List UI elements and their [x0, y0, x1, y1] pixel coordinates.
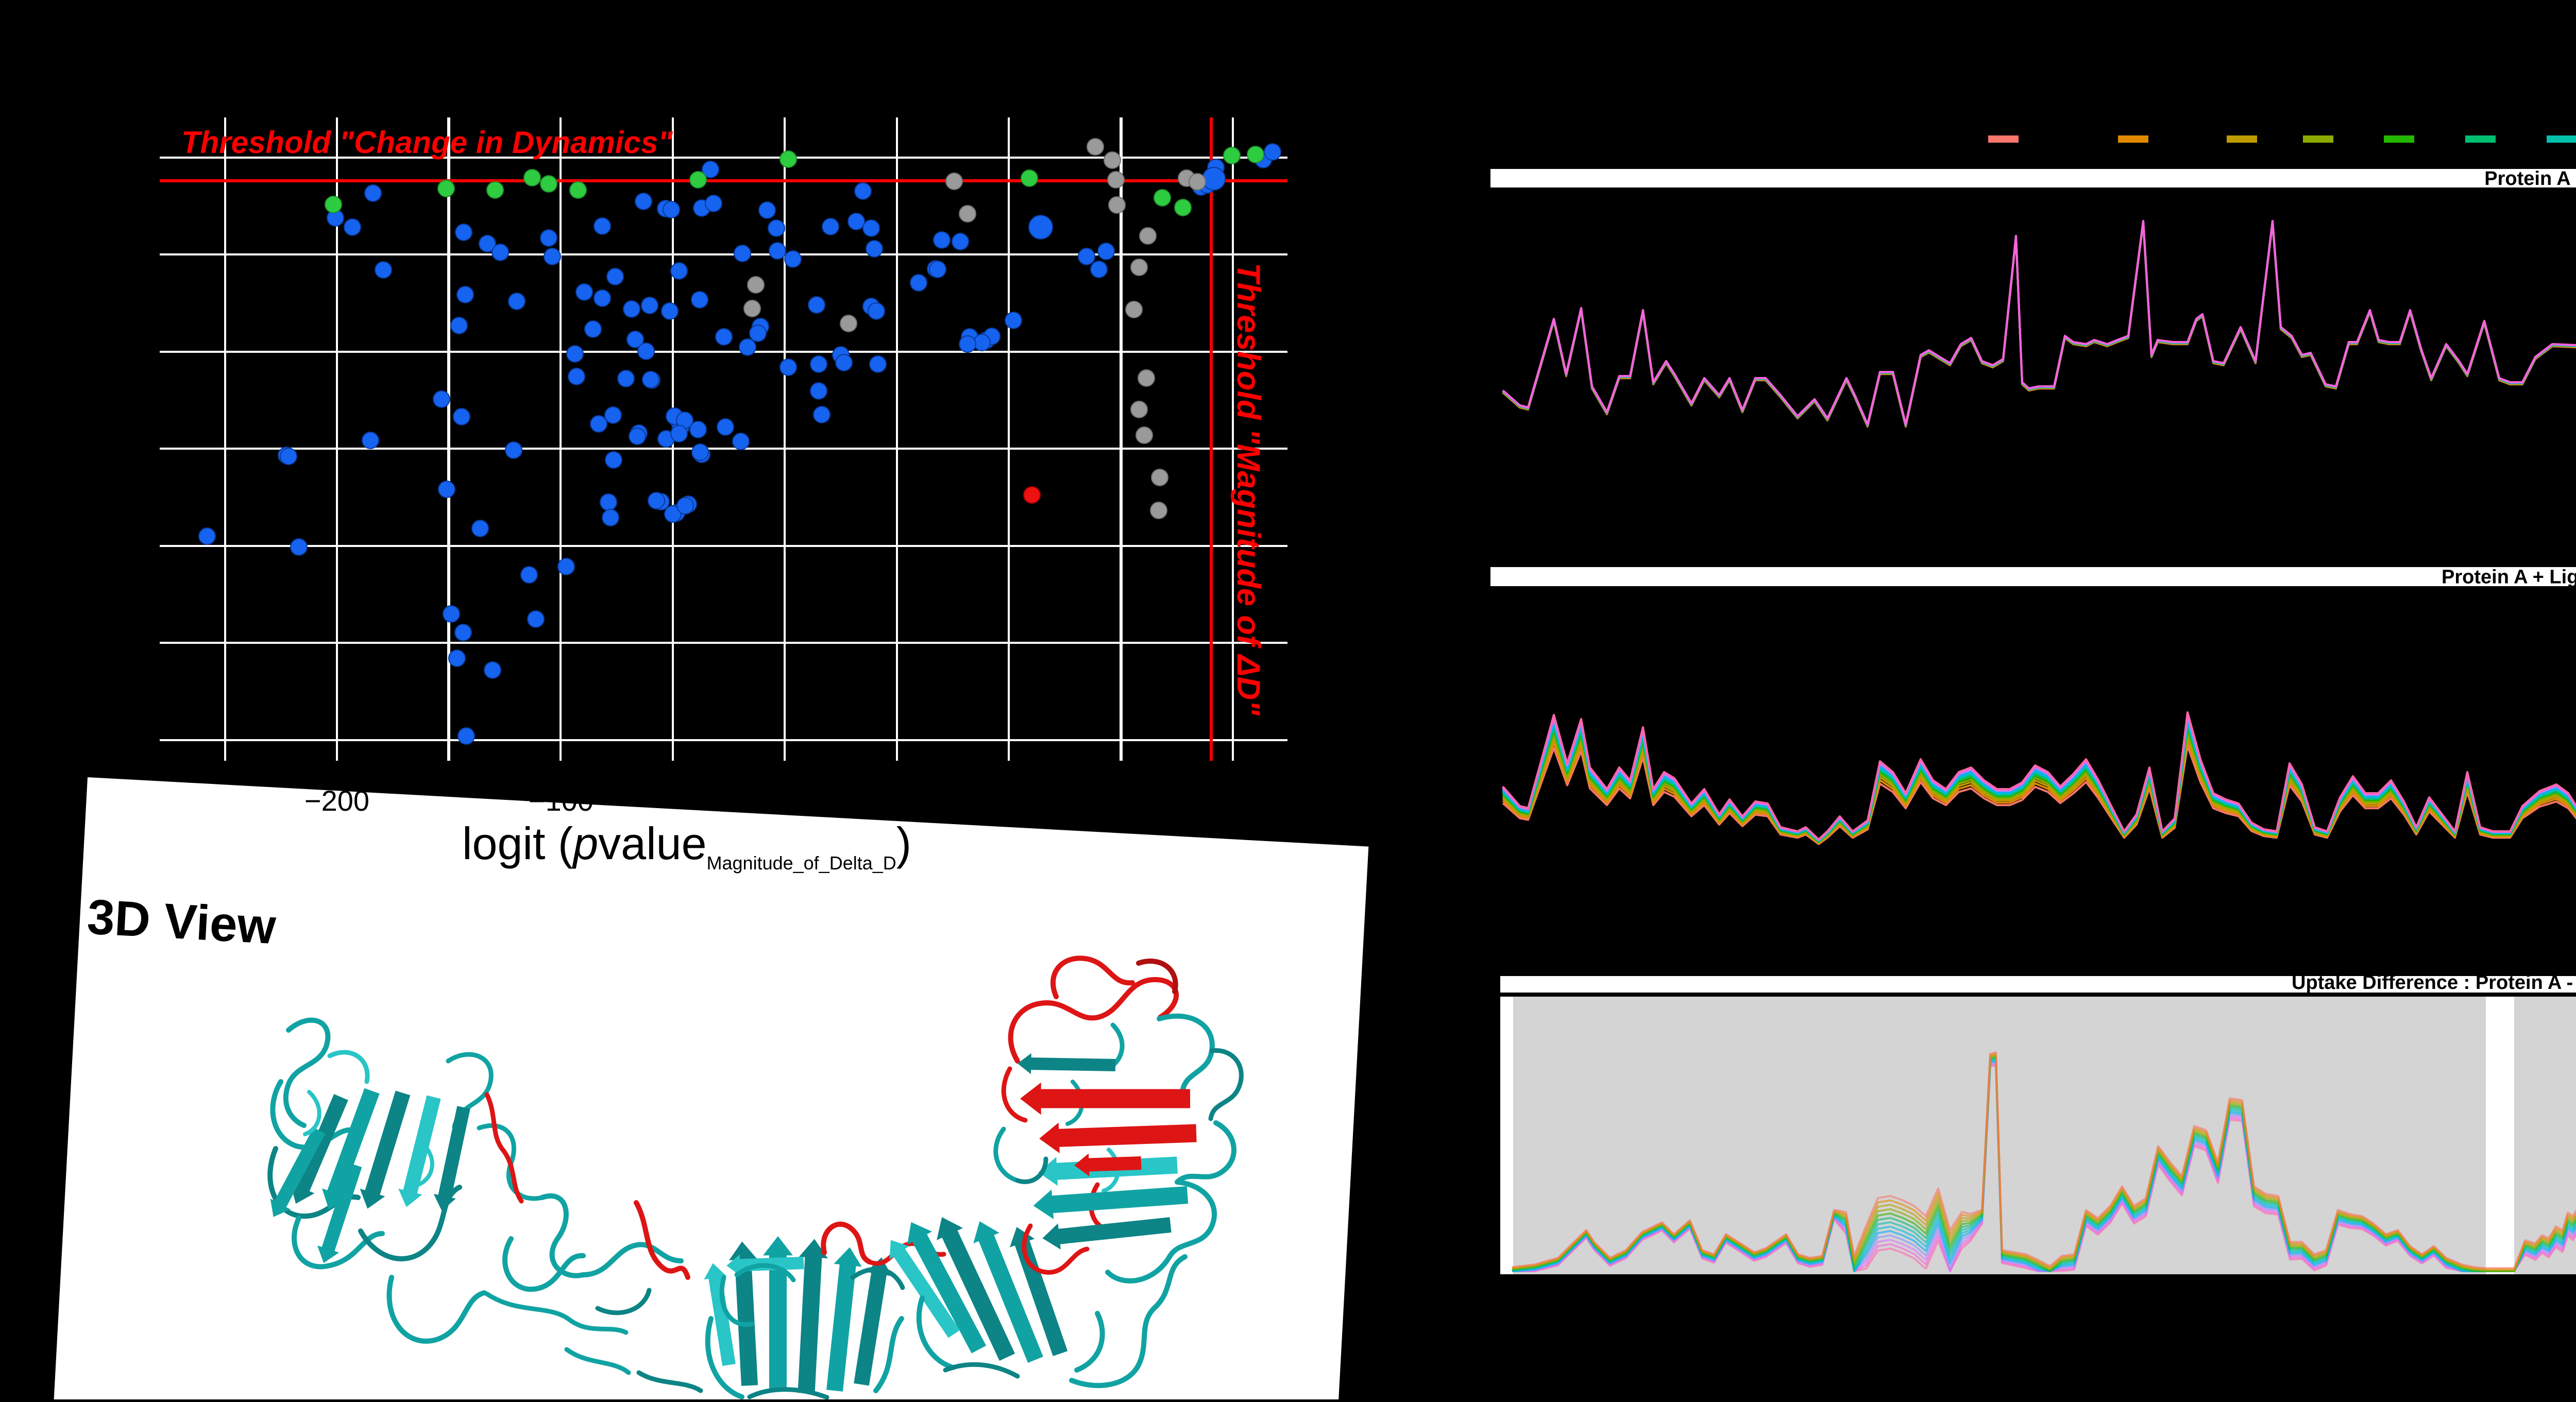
svg-text:−200: −200: [304, 784, 369, 817]
svg-text:0: 0: [776, 784, 792, 817]
svg-text:100: 100: [985, 784, 1032, 817]
svg-text:Threshold "Change in Dynamics": Threshold "Change in Dynamics": [181, 125, 673, 160]
svg-text:−100: −100: [529, 784, 594, 817]
svg-text:Uptake Difference : Protein A: Uptake Difference : Protein A - (Protein…: [2292, 972, 2576, 994]
svg-text:Threshold "Magnitude of ΔD": Threshold "Magnitude of ΔD": [1230, 263, 1266, 716]
svg-text:Protein A: Protein A: [2484, 168, 2571, 190]
svg-text:3D View: 3D View: [86, 889, 277, 954]
svg-text:200: 200: [1209, 784, 1257, 817]
svg-text:Protein A + Ligand: Protein A + Ligand: [2442, 567, 2576, 588]
